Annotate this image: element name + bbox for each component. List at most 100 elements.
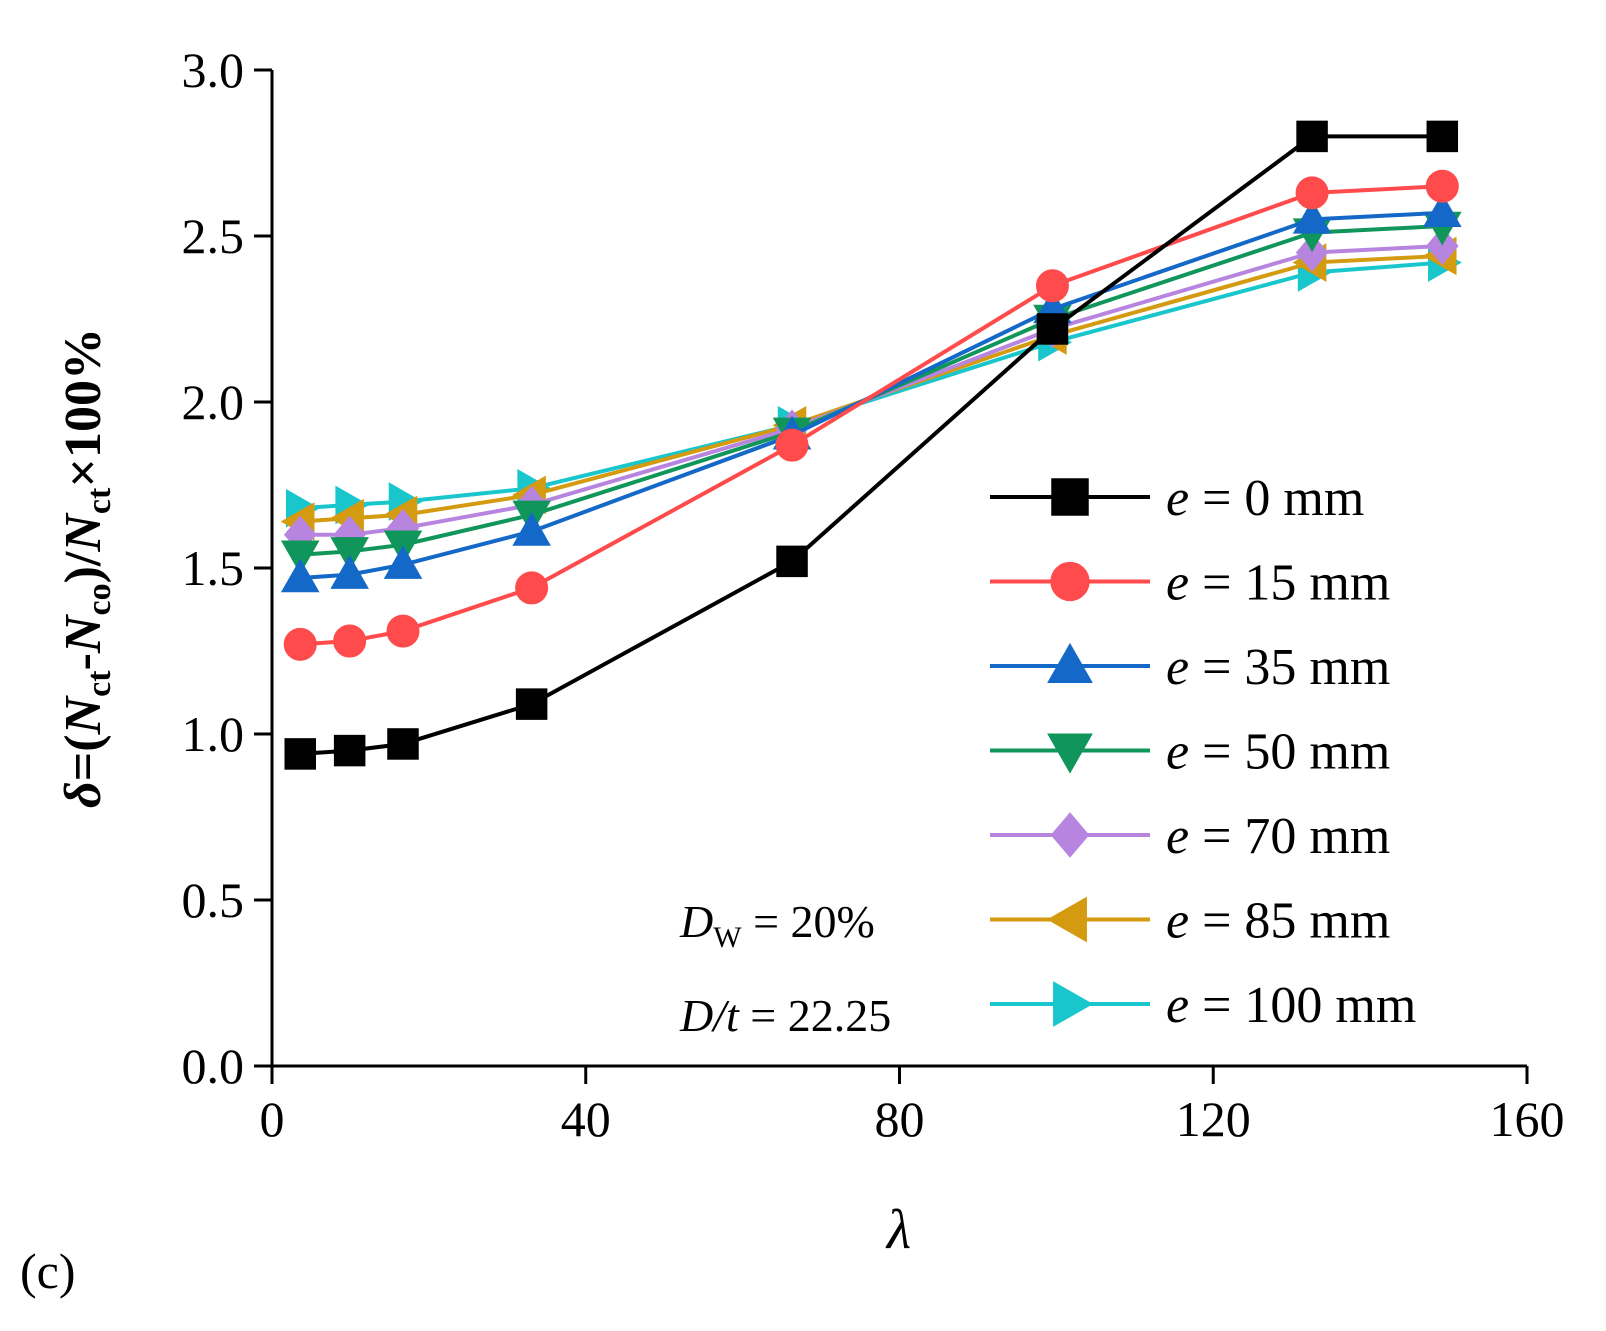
data-point — [1292, 199, 1332, 234]
legend-marker — [1051, 478, 1089, 516]
data-point — [1426, 226, 1459, 266]
y-axis-title: δ=(Nct-Nco)/Nct×100% — [55, 328, 118, 808]
data-point — [1422, 193, 1462, 228]
legend-label: e = 50 mm — [1166, 724, 1390, 781]
y-tick-label: 0.0 — [182, 1038, 245, 1094]
data-point — [330, 537, 369, 571]
series-circle — [283, 169, 1459, 661]
y-title-n1: N — [55, 694, 112, 735]
ticks-layer: 0.0 0.5 1.0 1.5 2.0 2.5 3.0 0 40 80 120 160 — [182, 42, 1565, 1147]
legend-marker — [1050, 812, 1090, 858]
legend-label-rest: = 70 mm — [1189, 808, 1390, 865]
legend-label-var: e — [1166, 893, 1189, 950]
y-title-n2: N — [55, 613, 112, 654]
legend-label-rest: = 15 mm — [1189, 555, 1390, 612]
legend-marker — [1053, 981, 1094, 1027]
annotation-dt: D/t = 22.25 — [679, 990, 891, 1041]
legend-label-rest: = 35 mm — [1189, 639, 1390, 696]
data-point — [283, 627, 317, 661]
y-tick-label: 1.5 — [182, 540, 245, 596]
annotation-dw: DW = 20% — [679, 896, 875, 954]
legend-marker — [1047, 642, 1093, 683]
legend-label: e = 85 mm — [1166, 893, 1390, 950]
annotation-dw-var: D — [679, 896, 713, 947]
y-title-eq: =( — [55, 734, 112, 781]
legend-label-rest: = 100 mm — [1189, 977, 1416, 1034]
x-tick-label: 80 — [875, 1091, 925, 1147]
legend-label-var: e — [1166, 470, 1189, 527]
data-point — [1035, 269, 1069, 303]
panel-label: (c) — [20, 1243, 76, 1299]
legend-label-var: e — [1166, 555, 1189, 612]
y-title-close: )/ — [55, 551, 112, 583]
legend-label: e = 0 mm — [1166, 470, 1364, 527]
data-point — [386, 614, 420, 648]
annotation-dw-rest: = 20% — [742, 896, 875, 947]
data-point — [330, 555, 369, 589]
x-tick-label: 0 — [260, 1091, 285, 1147]
y-title-tail: ×100% — [55, 328, 112, 488]
legend-item: e = 0 mm — [990, 470, 1364, 527]
legend-label-rest: = 50 mm — [1189, 724, 1390, 781]
data-point — [1426, 120, 1459, 153]
data-point — [333, 734, 366, 767]
legend-marker — [1047, 733, 1093, 774]
x-tick-label: 120 — [1176, 1091, 1251, 1147]
legend-label-var: e — [1166, 808, 1189, 865]
legend-label: e = 15 mm — [1166, 555, 1390, 612]
data-point — [280, 558, 320, 593]
data-point — [515, 688, 548, 720]
legend-marker — [1046, 896, 1087, 943]
legend-label-var: e — [1166, 639, 1189, 696]
legend-label-rest: = 0 mm — [1189, 470, 1364, 527]
y-tick-label: 0.5 — [182, 872, 245, 928]
data-point — [1295, 176, 1329, 210]
data-point — [775, 428, 809, 462]
data-point — [333, 624, 367, 658]
legend-item: e = 15 mm — [990, 555, 1390, 612]
annotation-dw-sub: W — [713, 921, 742, 954]
data-point — [512, 511, 551, 546]
data-point — [515, 571, 549, 605]
y-title-n3: N — [55, 512, 112, 553]
y-tick-label: 2.5 — [182, 208, 245, 264]
series-square — [284, 120, 1459, 770]
data-point — [1425, 169, 1459, 203]
annotation-dt-rest: = 22.25 — [739, 990, 891, 1041]
legend-marker — [1050, 561, 1090, 602]
legend-label-var: e — [1166, 977, 1189, 1034]
x-axis-title: λ — [885, 1199, 911, 1261]
legend-item: e = 35 mm — [990, 639, 1390, 696]
data-point — [383, 545, 423, 579]
y-title-s2: co — [81, 583, 118, 615]
legend-label-rest: = 85 mm — [1189, 893, 1390, 950]
data-point — [1296, 120, 1328, 153]
legend: e = 0 mme = 15 mme = 35 mme = 50 mme = 7… — [990, 470, 1416, 1034]
y-tick-label: 1.0 — [182, 706, 245, 762]
annotation-dt-var: D/t — [679, 990, 740, 1041]
legend-label: e = 35 mm — [1166, 639, 1390, 696]
legend-item: e = 100 mm — [990, 977, 1416, 1034]
y-title-dash: - — [55, 653, 112, 670]
legend-item: e = 50 mm — [990, 724, 1390, 781]
y-title-delta: δ — [55, 781, 112, 808]
legend-label-var: e — [1166, 724, 1189, 781]
legend-label: e = 70 mm — [1166, 808, 1390, 865]
legend-label: e = 100 mm — [1166, 977, 1416, 1034]
data-point — [1295, 233, 1329, 272]
data-point — [1036, 313, 1069, 345]
data-point — [776, 545, 808, 578]
legend-item: e = 70 mm — [990, 808, 1390, 865]
y-tick-label: 3.0 — [182, 42, 245, 98]
series-layer — [280, 120, 1462, 770]
data-point — [280, 540, 320, 575]
y-title-s1: ct — [81, 670, 118, 697]
x-tick-label: 160 — [1490, 1091, 1565, 1147]
data-point — [284, 738, 316, 770]
y-title-s3: ct — [81, 487, 118, 514]
legend-item: e = 85 mm — [990, 893, 1390, 950]
data-point — [387, 728, 419, 760]
x-tick-label: 40 — [561, 1091, 611, 1147]
y-tick-label: 2.0 — [182, 374, 245, 430]
